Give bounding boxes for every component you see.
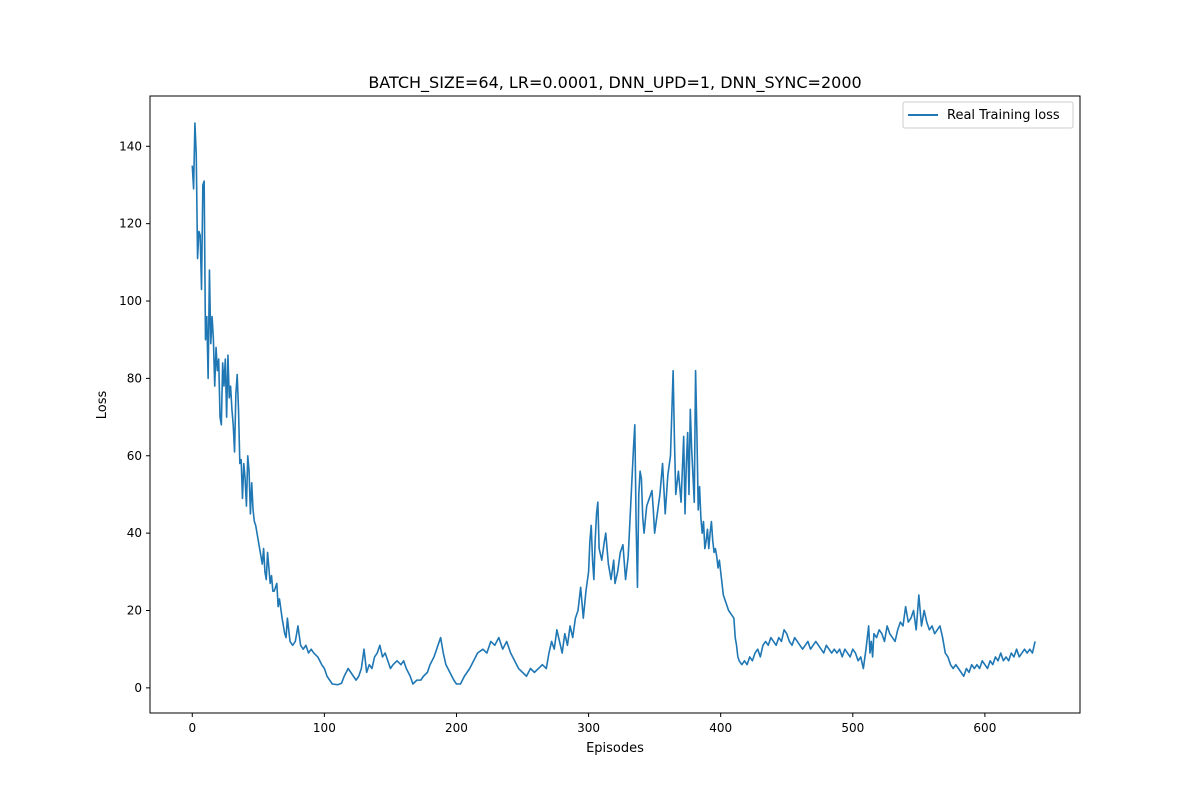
- y-tick-label: 80: [127, 371, 142, 385]
- x-tick-label: 300: [577, 721, 600, 735]
- x-axis-label: Episodes: [586, 741, 644, 756]
- chart-title: BATCH_SIZE=64, LR=0.0001, DNN_UPD=1, DNN…: [368, 73, 861, 93]
- y-tick-label: 20: [127, 603, 142, 617]
- series-line-0: [191, 122, 1036, 686]
- axes-frame: [149, 95, 1081, 714]
- y-tick-label: 60: [127, 449, 142, 463]
- x-tick-label: 100: [313, 721, 336, 735]
- legend-box: [902, 101, 1074, 129]
- y-axis-label: Loss: [95, 391, 110, 420]
- x-tick-label: 0: [188, 721, 196, 735]
- x-tick-label: 400: [709, 721, 732, 735]
- x-tick-label: 600: [973, 721, 996, 735]
- plot-area: 0 100 200 300 400 500 600 0 20 40 60 80 100 120 140: [119, 95, 1081, 735]
- y-tick-label: 40: [127, 526, 142, 540]
- x-tick-label: 200: [445, 721, 468, 735]
- y-tick-label: 100: [119, 294, 142, 308]
- y-tick-label: 0: [134, 681, 142, 695]
- legend: Real Training loss: [902, 101, 1074, 129]
- y-tick-label: 120: [119, 217, 142, 231]
- y-tick-label: 140: [119, 139, 142, 153]
- legend-label: Real Training loss: [947, 108, 1060, 123]
- x-tick-label: 500: [841, 721, 864, 735]
